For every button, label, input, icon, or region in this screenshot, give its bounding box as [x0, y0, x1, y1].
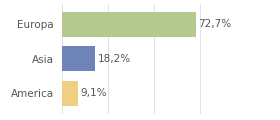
- Bar: [62, 12, 196, 37]
- Bar: [62, 81, 78, 106]
- Text: 18,2%: 18,2%: [97, 54, 130, 64]
- Text: 9,1%: 9,1%: [81, 88, 107, 98]
- Bar: [62, 46, 95, 71]
- Text: 72,7%: 72,7%: [198, 19, 231, 29]
